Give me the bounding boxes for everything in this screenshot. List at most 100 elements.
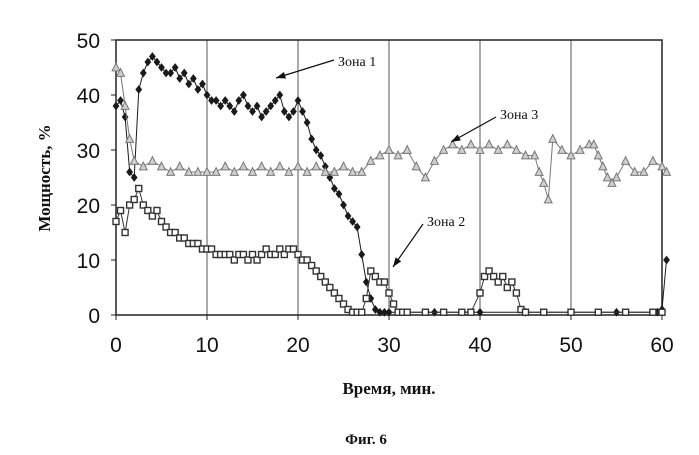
- annotation-label: Зона 2: [427, 215, 465, 230]
- data-point: [544, 195, 552, 203]
- data-point: [391, 301, 397, 307]
- data-point: [363, 296, 369, 302]
- series-line: [116, 57, 667, 313]
- data-point: [149, 157, 157, 165]
- data-point: [154, 208, 160, 214]
- data-point: [285, 168, 293, 176]
- data-point: [467, 140, 475, 148]
- y-tick-label: 20: [77, 195, 100, 218]
- data-point: [509, 279, 515, 285]
- data-point: [359, 309, 365, 315]
- data-point: [513, 146, 521, 154]
- data-point: [358, 250, 365, 259]
- data-point: [500, 274, 506, 280]
- data-point: [122, 230, 128, 236]
- data-point: [230, 168, 238, 176]
- data-point: [131, 197, 137, 203]
- data-point: [523, 309, 529, 315]
- arrow-head-icon: [451, 134, 461, 142]
- data-point: [513, 290, 519, 296]
- data-point: [140, 69, 147, 78]
- data-point: [404, 309, 410, 315]
- y-tick-label: 10: [77, 250, 100, 273]
- data-point: [568, 309, 574, 315]
- data-point: [221, 162, 229, 170]
- data-point: [567, 151, 575, 159]
- data-point: [118, 208, 124, 214]
- data-point: [458, 146, 466, 154]
- data-point: [595, 309, 601, 315]
- data-point: [267, 168, 275, 176]
- x-tick-label: 50: [559, 334, 582, 357]
- data-point: [663, 256, 670, 265]
- data-point: [594, 151, 602, 159]
- figure-caption: Фиг. 6: [345, 432, 387, 448]
- y-tick-label: 30: [77, 140, 100, 163]
- data-point: [394, 151, 402, 159]
- data-point: [367, 157, 375, 165]
- data-point: [599, 162, 607, 170]
- y-axis-label: Мощность, %: [35, 124, 54, 231]
- data-point: [613, 173, 621, 181]
- data-point: [385, 146, 393, 154]
- data-point: [440, 146, 448, 154]
- data-point: [494, 146, 502, 154]
- data-point: [158, 162, 166, 170]
- data-point: [304, 118, 311, 127]
- series-annotations: Зона 1 Зона 2 Зона 3: [276, 55, 538, 267]
- series-1: [113, 52, 670, 317]
- data-point: [476, 146, 484, 154]
- data-point: [485, 140, 493, 148]
- annotation-label: Зона 3: [500, 108, 538, 123]
- arrow-head-icon: [393, 257, 401, 267]
- x-axis-label: Время, мин.: [342, 379, 435, 398]
- x-tick-label: 40: [468, 334, 491, 357]
- data-point: [468, 309, 474, 315]
- data-point: [422, 309, 428, 315]
- data-point: [135, 85, 142, 94]
- data-point: [381, 279, 387, 285]
- data-point: [623, 309, 629, 315]
- data-point: [535, 168, 543, 176]
- data-point: [541, 309, 547, 315]
- data-point: [549, 135, 557, 143]
- data-point: [136, 186, 142, 192]
- data-point: [112, 63, 120, 71]
- data-point: [130, 157, 138, 165]
- x-tick-label: 30: [377, 334, 400, 357]
- data-point: [113, 219, 119, 225]
- data-point: [658, 162, 666, 170]
- data-point: [295, 96, 302, 105]
- y-tick-label: 50: [77, 30, 100, 53]
- data-point: [403, 146, 411, 154]
- data-point: [308, 135, 315, 144]
- annotation-label: Зона 1: [338, 55, 376, 70]
- data-point: [649, 157, 657, 165]
- data-point: [299, 107, 306, 116]
- data-point: [412, 162, 420, 170]
- data-point: [176, 162, 184, 170]
- vertical-gridlines: [207, 40, 571, 315]
- data-point: [477, 290, 483, 296]
- data-point: [303, 168, 311, 176]
- x-tick-label: 10: [195, 334, 218, 357]
- data-point: [576, 146, 584, 154]
- data-point: [258, 162, 266, 170]
- data-point: [139, 162, 147, 170]
- data-point: [340, 201, 347, 210]
- x-tick-label: 60: [650, 334, 673, 357]
- arrow-head-icon: [276, 72, 286, 79]
- data-point: [376, 151, 384, 159]
- data-point: [294, 162, 302, 170]
- x-tick-label: 0: [110, 334, 122, 357]
- y-tick-label: 0: [88, 305, 100, 328]
- data-point: [386, 290, 392, 296]
- data-point: [276, 162, 284, 170]
- data-point: [312, 162, 320, 170]
- data-point: [540, 179, 548, 187]
- data-point: [659, 309, 665, 315]
- data-point: [240, 162, 248, 170]
- data-point: [622, 157, 630, 165]
- data-point: [249, 168, 257, 176]
- data-point: [167, 168, 175, 176]
